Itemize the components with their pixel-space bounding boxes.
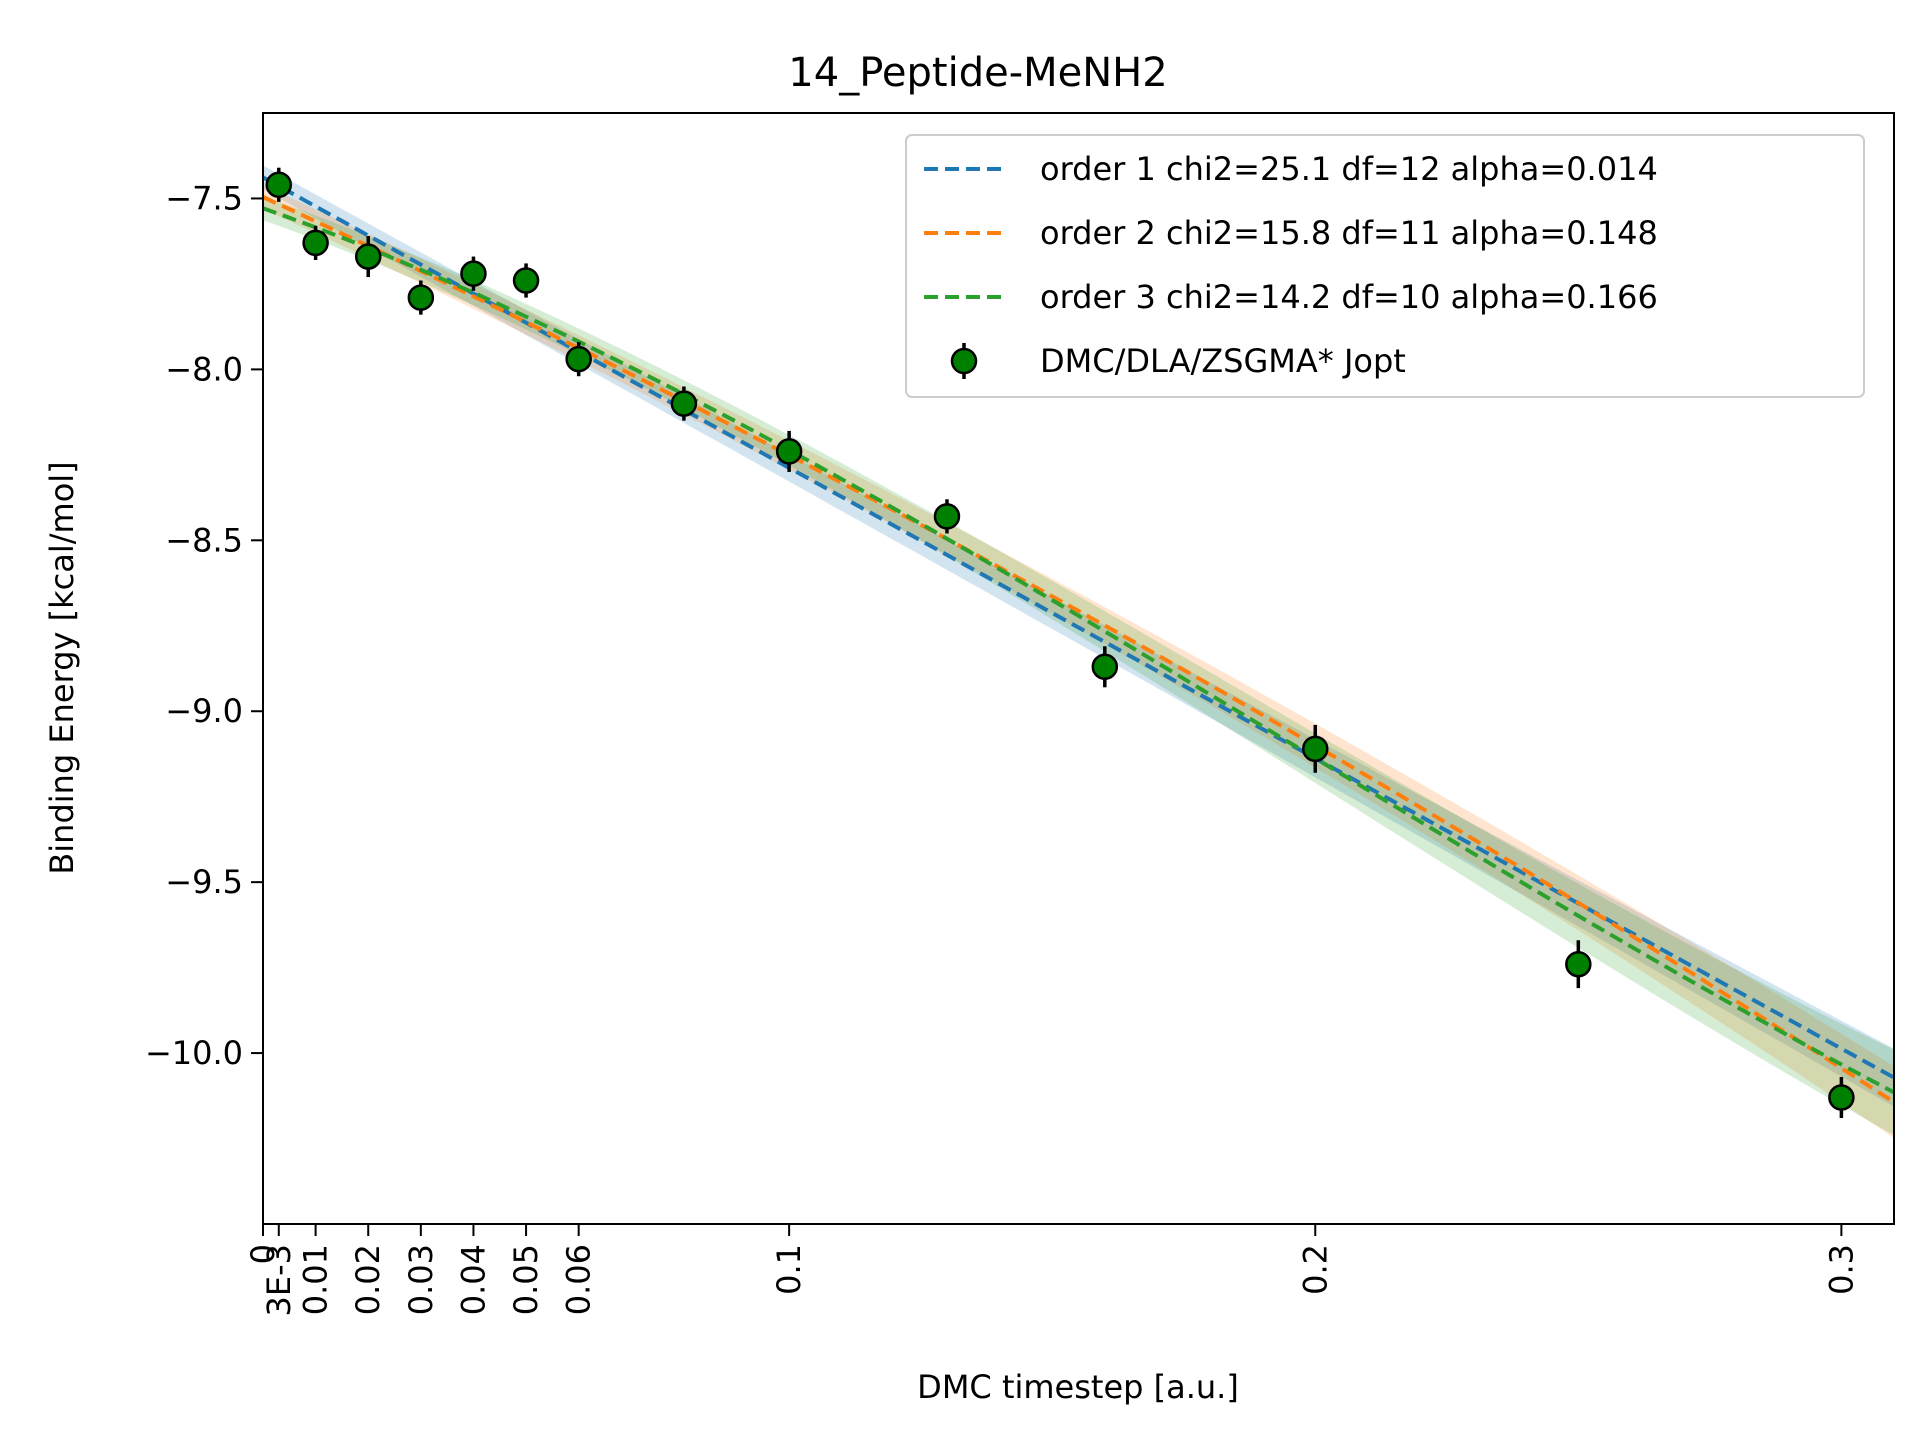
y-tick-label: −7.5 <box>165 179 243 217</box>
legend-label-points: DMC/DLA/ZSGMA* Jopt <box>1040 342 1406 380</box>
y-tick-label: −9.5 <box>165 863 243 901</box>
data-point <box>1302 735 1329 763</box>
legend-label-order-3: order 3 chi2=14.2 df=10 alpha=0.166 <box>1040 278 1658 316</box>
data-points <box>265 167 1855 1119</box>
x-tick-label: 0.2 <box>1296 1244 1334 1295</box>
x-axis: 03E-30.01 0.02 0.03 0.04 0.05 0.06 0.1 0.2 0.3 <box>244 1224 1860 1316</box>
x-tick-label: 0 <box>244 1244 282 1264</box>
data-point <box>1565 950 1592 978</box>
x-tick-label: 0.03 <box>402 1244 440 1315</box>
fit-line-order-2 <box>263 195 1894 1104</box>
data-point <box>933 503 961 530</box>
data-point <box>775 438 803 465</box>
x-tick-label: 0.3 <box>1822 1244 1860 1295</box>
legend-label-order-2: order 2 chi2=15.8 df=11 alpha=0.148 <box>1040 214 1658 252</box>
data-point <box>512 267 540 294</box>
data-point <box>1091 653 1119 681</box>
x-tick-label: 0.05 <box>507 1244 545 1315</box>
legend-box <box>905 134 1865 398</box>
y-tick-label: −8.0 <box>165 350 243 388</box>
fit-line-order-1 <box>263 175 1894 1080</box>
y-axis: −7.5 −8.0 −8.5 −9.0 −9.5 −10.0 <box>145 179 263 1072</box>
y-axis-label: Binding Energy [kcal/mol] <box>43 461 81 874</box>
plot-frame <box>262 112 1895 1225</box>
legend-label-order-1: order 1 chi2=25.1 df=12 alpha=0.014 <box>1040 150 1658 188</box>
data-point <box>302 229 329 257</box>
fit-lines <box>263 175 1894 1104</box>
x-axis-label: DMC timestep [a.u.] <box>917 1368 1239 1406</box>
x-tick-label: 0.01 <box>297 1244 335 1315</box>
y-tick-label: −9.0 <box>165 692 243 730</box>
legend: order 1 chi2=25.1 df=12 alpha=0.014 order… <box>905 134 1865 398</box>
fit-band-order-2 <box>263 185 1894 1139</box>
data-point <box>354 243 382 270</box>
fit-line-order-3 <box>263 206 1894 1095</box>
x-tick-label: 3E-3 <box>260 1244 298 1316</box>
data-point <box>565 345 592 373</box>
x-tick-label: 0.06 <box>560 1244 598 1315</box>
x-tick-label: 0.02 <box>349 1244 387 1315</box>
chart-title: 14_Peptide-MeNH2 <box>788 50 1167 96</box>
x-tick-label: 0.1 <box>770 1244 808 1295</box>
legend-swatch-points <box>950 347 978 375</box>
data-point <box>670 390 698 417</box>
x-tick-label: 0.04 <box>455 1244 493 1315</box>
data-point <box>460 260 487 287</box>
data-point <box>407 284 435 311</box>
y-tick-label: −10.0 <box>145 1034 243 1072</box>
y-tick-label: −8.5 <box>165 521 243 559</box>
data-point <box>1828 1084 1855 1111</box>
data-point <box>265 171 293 199</box>
